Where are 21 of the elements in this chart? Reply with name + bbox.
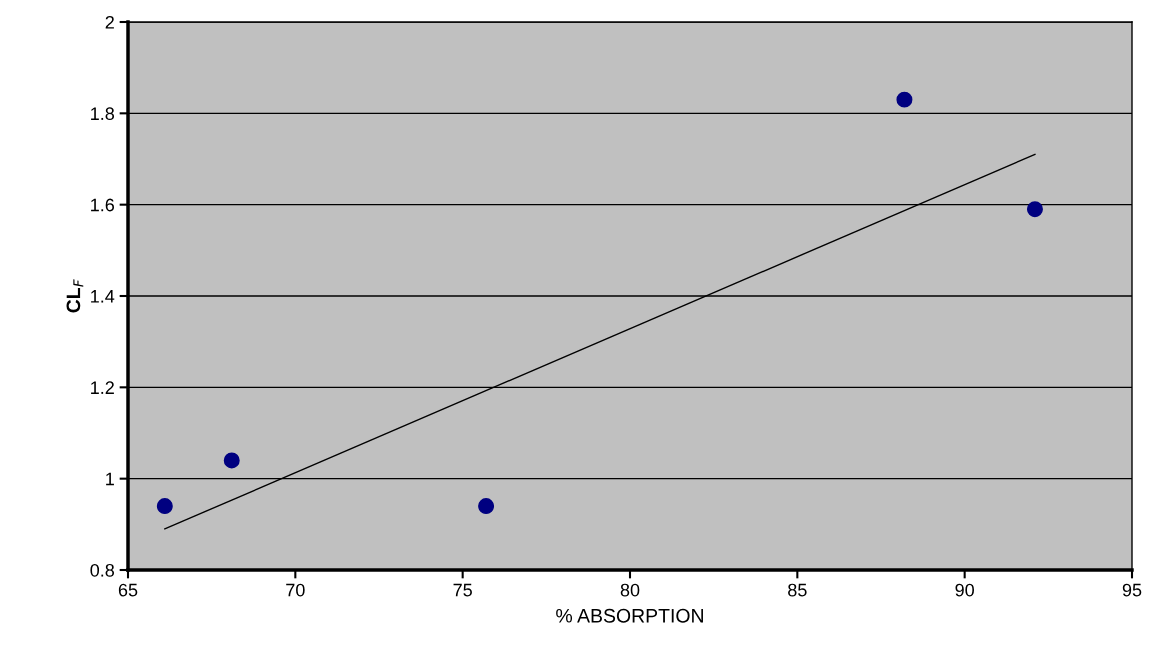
point [223,452,240,469]
x-tick-label: 75 [453,583,472,597]
x-axis-title: % ABSORPTION [556,608,703,623]
point [896,91,913,108]
x-tick-label: 80 [620,583,640,597]
x-tick-label: 95 [1122,583,1142,597]
y-tick-label: 0.8 [90,563,115,577]
y-tick-label: 1.2 [91,381,114,394]
x-tick-label: 85 [788,583,807,597]
y-tick-label: 2 [105,15,114,29]
point [478,498,495,515]
y-tick-label: 1.4 [91,290,115,303]
x-tick-label: 90 [955,583,974,597]
y-axis-title: CL$_{F}$ [66,279,84,313]
point [1026,201,1043,218]
x-tick-label: 65 [118,583,138,597]
y-tick-label: 1.6 [91,198,115,212]
point [156,498,173,515]
y-tick-label: 1.8 [91,107,115,121]
y-tick-label: 1 [106,472,114,486]
x-tick-label: 70 [286,583,305,597]
